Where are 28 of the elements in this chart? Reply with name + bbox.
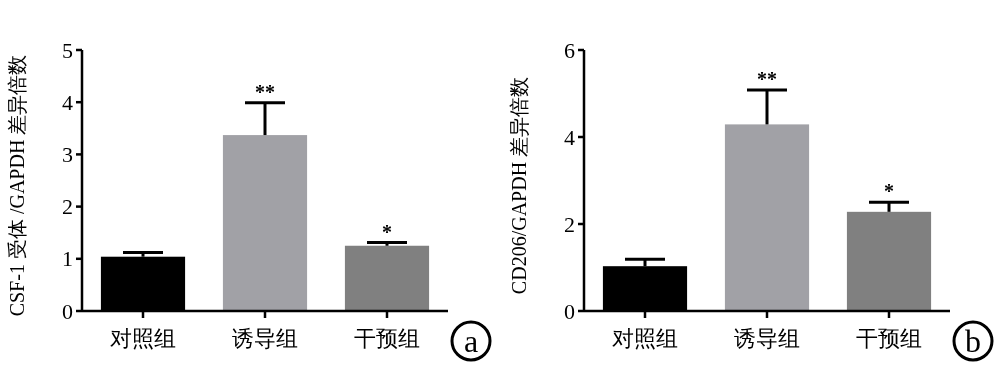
annotation: **	[255, 80, 275, 103]
annotation: *	[884, 180, 894, 203]
bar	[344, 245, 430, 311]
y-axis-title: CSF-1 受体 /GAPDH 差异倍数	[6, 54, 28, 317]
y-tick-label: 6	[564, 37, 575, 63]
bar	[724, 124, 810, 311]
y-tick-label: 5	[62, 37, 73, 63]
bar	[222, 135, 308, 311]
x-tick-label: 对照组	[612, 326, 678, 351]
y-tick-label: 0	[62, 298, 73, 324]
y-tick-label: 4	[564, 124, 575, 150]
y-tick-label: 0	[564, 298, 575, 324]
annotation: **	[757, 68, 777, 91]
x-tick-label: 对照组	[110, 326, 176, 351]
x-tick-label: 干预组	[856, 326, 922, 351]
y-tick-label: 2	[564, 211, 575, 237]
y-tick-label: 3	[62, 141, 73, 167]
panel-label: b	[952, 320, 994, 362]
panel-label: a	[450, 320, 492, 362]
y-tick-label: 2	[62, 194, 73, 220]
y-tick-label: 1	[62, 246, 73, 272]
y-tick-label: 4	[62, 89, 73, 115]
bar	[846, 211, 932, 311]
annotation: *	[382, 220, 392, 243]
x-tick-label: 干预组	[354, 326, 420, 351]
x-tick-label: 诱导组	[232, 326, 298, 351]
y-axis-title: CD206/GAPDH 差异倍数	[508, 76, 530, 295]
x-tick-label: 诱导组	[734, 326, 800, 351]
